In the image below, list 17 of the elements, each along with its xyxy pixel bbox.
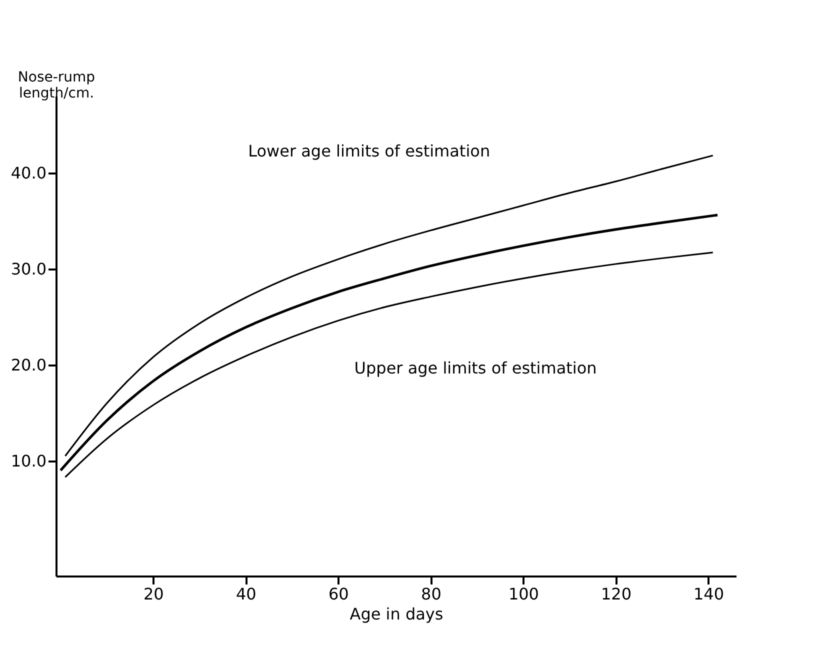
y-tick-label: 30.0	[10, 259, 46, 278]
x-tick-label: 120	[600, 584, 632, 604]
annotation: Lower age limits of estimation	[248, 141, 490, 160]
line-series	[59, 214, 719, 472]
line-series	[64, 252, 714, 478]
x-tick-label: 40	[236, 584, 256, 604]
x-tick-label: 60	[328, 584, 349, 604]
x-tick-label: 20	[143, 584, 164, 604]
x-tick-label: 140	[693, 584, 724, 604]
annotation: Upper age limits of estimation	[354, 358, 597, 378]
x-tick-label: 80	[421, 584, 442, 604]
x-axis-title: Age in days	[350, 604, 444, 624]
y-tick-label: 20.0	[10, 355, 46, 374]
x-tick-label: 100	[508, 584, 539, 604]
y-tick-label: 40.0	[10, 163, 46, 182]
y-tick-label: 10.0	[10, 451, 46, 470]
y-axis-title: Nose-rump length/cm.	[18, 70, 96, 102]
